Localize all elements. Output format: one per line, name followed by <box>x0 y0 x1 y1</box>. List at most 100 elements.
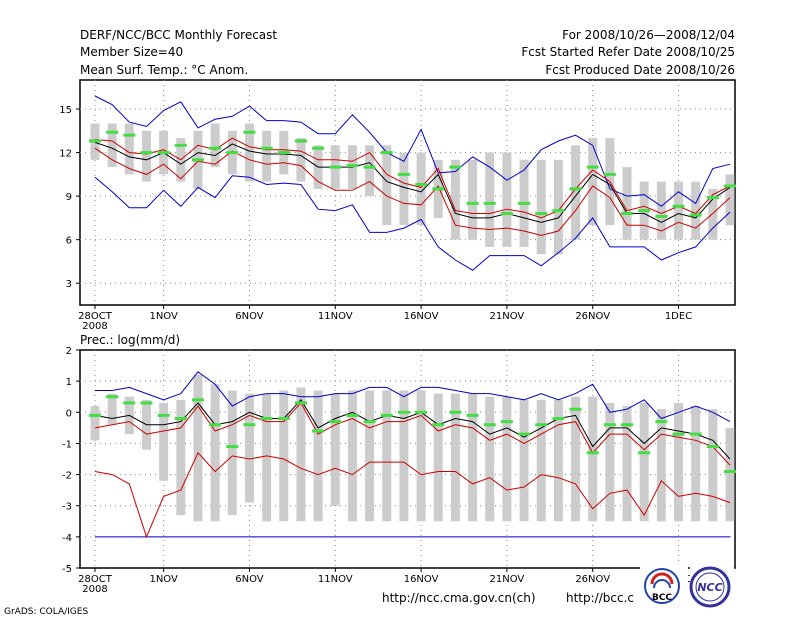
box-bar <box>468 393 478 522</box>
box-bar <box>296 138 306 182</box>
bcc-logo-text: BCC <box>652 593 672 603</box>
box-bar <box>536 399 546 522</box>
median-marker <box>243 423 256 427</box>
bcc-url[interactable]: http://bcc.c <box>566 591 634 605</box>
box-bar <box>141 130 151 182</box>
upper-bound-line <box>94 95 731 207</box>
box-bar <box>176 399 186 516</box>
median-marker <box>552 209 565 213</box>
box-bar <box>107 123 117 168</box>
forecast-period: For 2008/10/26—2008/12/04 <box>562 28 735 42</box>
box-bar <box>365 145 375 197</box>
box-bar <box>416 152 426 226</box>
median-marker <box>346 413 359 417</box>
box-bar <box>450 159 460 240</box>
median-marker <box>380 413 393 417</box>
x-tick-label: 21NOV <box>490 311 525 322</box>
median-marker <box>174 417 187 421</box>
box-bar <box>262 130 272 182</box>
x-tick-label: 16NOV <box>404 311 439 322</box>
median-marker <box>397 410 410 414</box>
ncc-logo: NCC <box>689 564 734 614</box>
median-marker <box>226 151 239 155</box>
median-marker <box>191 398 204 402</box>
box-bar <box>605 402 615 522</box>
x-tick-label: 1NOV <box>149 574 178 585</box>
box-bar <box>124 123 134 175</box>
inner-lower-line <box>94 147 731 236</box>
median-marker <box>329 420 342 424</box>
median-marker <box>397 172 410 176</box>
box-bar <box>279 390 289 522</box>
median-marker <box>380 151 393 155</box>
median-marker <box>226 445 239 449</box>
box-bar <box>227 390 237 516</box>
median-marker <box>415 183 428 187</box>
box-bar <box>416 390 426 522</box>
box-bar <box>399 152 409 226</box>
x-tick-sublabel: 2008 <box>82 321 107 332</box>
y-tick-label: -1 <box>62 439 72 450</box>
median-marker <box>243 130 256 134</box>
median-marker <box>277 151 290 155</box>
box-bar <box>708 188 718 240</box>
ncc-logo-text: NCC <box>697 581 722 594</box>
x-tick-label: 26NOV <box>575 574 610 585</box>
box-bar <box>656 181 666 240</box>
median-marker <box>363 420 376 424</box>
median-marker <box>123 133 136 137</box>
box-bar <box>262 393 272 522</box>
median-marker <box>157 413 170 417</box>
x-tick-label: 6NOV <box>235 311 264 322</box>
median-marker <box>191 158 204 162</box>
box-bar <box>399 390 409 522</box>
figure-title: DERF/NCC/BCC Monthly Forecast <box>80 28 277 42</box>
upper-bound-line <box>95 371 731 423</box>
y-tick-label: 2 <box>66 346 72 357</box>
median-marker <box>689 432 702 436</box>
y-tick-label: 0 <box>66 408 72 419</box>
median-marker <box>672 204 685 208</box>
x-tick-label: 26NOV <box>575 311 610 322</box>
median-marker <box>277 417 290 421</box>
x-tick-sublabel: 2008 <box>82 584 107 595</box>
box-bar <box>502 152 512 247</box>
ncc-url[interactable]: http://ncc.cma.gov.cn(ch) <box>382 591 536 605</box>
median-marker <box>294 139 307 143</box>
median-marker <box>518 201 531 205</box>
median-marker <box>312 429 325 433</box>
box-bar <box>330 393 340 506</box>
x-tick-label: 1DEC <box>665 311 692 322</box>
median-marker <box>586 451 599 455</box>
median-marker <box>724 184 736 188</box>
y-tick-label: -5 <box>62 564 72 575</box>
median-marker <box>157 151 170 155</box>
median-marker <box>260 146 273 150</box>
box-bar <box>502 396 512 522</box>
member-size: Member Size=40 <box>80 45 183 59</box>
box-bar <box>365 390 375 522</box>
box-bar <box>571 145 581 240</box>
median-marker <box>89 413 101 417</box>
box-bar <box>725 174 735 226</box>
median-marker <box>432 187 445 191</box>
median-marker <box>500 420 513 424</box>
y-tick-label: 15 <box>59 105 72 116</box>
ensemble-mean-line <box>94 398 731 460</box>
median-marker <box>363 165 376 169</box>
variable-label: Mean Surf. Temp.: °C Anom. <box>80 63 248 77</box>
median-marker <box>466 201 479 205</box>
box-bar <box>244 393 254 503</box>
y-tick-label: 9 <box>66 192 72 203</box>
x-tick-label: 6NOV <box>235 574 264 585</box>
median-marker <box>174 143 187 147</box>
median-marker <box>140 401 153 405</box>
median-marker <box>655 420 668 424</box>
y-tick-label: 12 <box>59 149 72 160</box>
start-date: Fcst Started Refer Date 2008/10/25 <box>521 45 735 59</box>
x-tick-label: 28OCT <box>78 574 113 585</box>
box-bar <box>708 409 718 522</box>
median-marker <box>123 401 136 405</box>
